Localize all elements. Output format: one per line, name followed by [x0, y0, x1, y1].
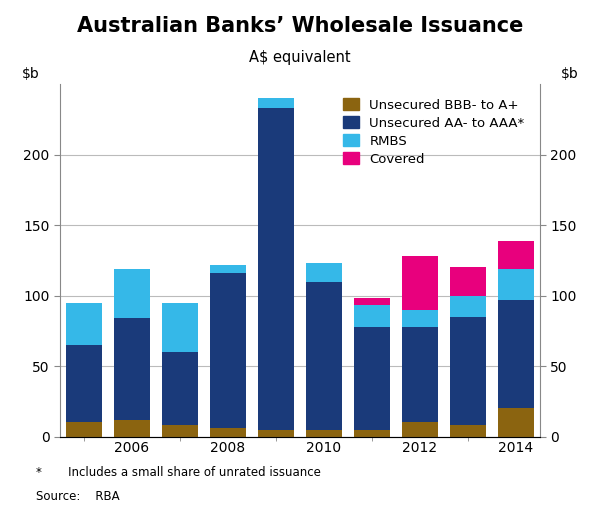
Bar — [162, 302, 198, 352]
Bar — [210, 265, 246, 273]
Bar — [210, 273, 246, 428]
Bar — [258, 98, 294, 108]
Bar — [450, 267, 486, 296]
Bar — [402, 256, 438, 310]
Bar — [114, 269, 150, 318]
Bar — [402, 310, 438, 327]
Bar — [114, 420, 150, 437]
Bar — [498, 240, 534, 269]
Bar — [402, 327, 438, 422]
Bar — [354, 298, 390, 306]
Text: Australian Banks’ Wholesale Issuance: Australian Banks’ Wholesale Issuance — [77, 16, 523, 36]
Bar — [258, 108, 294, 430]
Bar — [210, 428, 246, 437]
Text: $b: $b — [22, 67, 40, 80]
Bar — [498, 300, 534, 408]
Bar — [162, 426, 198, 437]
Bar — [306, 430, 342, 437]
Bar — [450, 296, 486, 317]
Text: Source:    RBA: Source: RBA — [36, 490, 119, 503]
Bar — [306, 281, 342, 430]
Bar — [498, 269, 534, 300]
Bar — [162, 352, 198, 426]
Bar — [66, 302, 102, 345]
Text: *       Includes a small share of unrated issuance: * Includes a small share of unrated issu… — [36, 466, 321, 479]
Bar — [258, 430, 294, 437]
Bar — [354, 327, 390, 430]
Bar — [114, 318, 150, 420]
Bar — [306, 263, 342, 281]
Legend: Unsecured BBB- to A+, Unsecured AA- to AAA*, RMBS, Covered: Unsecured BBB- to A+, Unsecured AA- to A… — [339, 94, 529, 170]
Bar — [450, 317, 486, 426]
Text: A$ equivalent: A$ equivalent — [249, 50, 351, 65]
Bar — [354, 430, 390, 437]
Bar — [402, 422, 438, 437]
Text: $b: $b — [560, 67, 578, 80]
Bar — [450, 426, 486, 437]
Bar — [66, 422, 102, 437]
Bar — [354, 306, 390, 327]
Bar — [498, 408, 534, 437]
Bar — [66, 345, 102, 422]
